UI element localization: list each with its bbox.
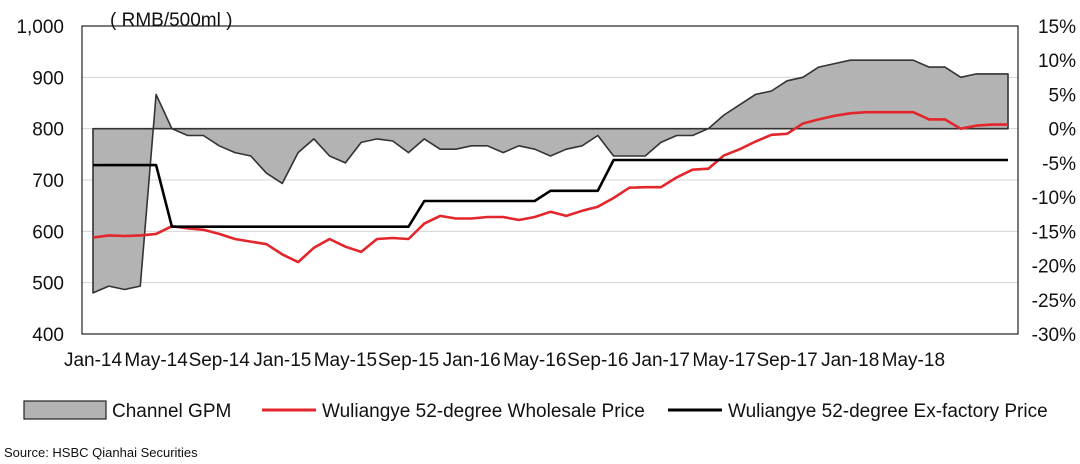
legend-label-wholesale: Wuliangye 52-degree Wholesale Price xyxy=(322,401,645,422)
x-axis-tick-label: May-14 xyxy=(124,350,188,371)
legend-label-ex-factory: Wuliangye 52-degree Ex-factory Price xyxy=(728,401,1048,422)
x-axis-tick-label: Jan-14 xyxy=(64,350,123,371)
price-lines-layer xyxy=(92,110,1008,264)
left-axis-ticks: 1,000 900 800 700 600 500 400 xyxy=(16,17,64,346)
x-axis-tick-label: Sep-15 xyxy=(378,350,439,371)
right-axis-tick-label: -10% xyxy=(1032,188,1076,209)
wholesale-price-line xyxy=(92,110,1008,264)
x-axis-ticks: Jan-14 May-14 Sep-14 Jan-15 May-15 Sep-15 Jan-… xyxy=(64,350,945,371)
right-axis-ticks: 15% 10% 5% 0% -5% -10% -15% -20% -25% -30% xyxy=(1032,17,1076,346)
right-axis-tick-label: -25% xyxy=(1032,291,1076,312)
right-axis-tick-label: -20% xyxy=(1032,257,1076,278)
x-axis-tick-label: Jan-15 xyxy=(253,350,311,371)
left-axis-tick-label: 800 xyxy=(32,120,64,141)
x-axis-tick-label: Jan-18 xyxy=(821,350,879,371)
left-axis-tick-label: 900 xyxy=(32,68,64,89)
ex-factory-price-line xyxy=(92,158,1008,228)
right-axis-tick-label: -15% xyxy=(1032,222,1076,243)
right-axis-tick-label: -5% xyxy=(1042,154,1076,175)
channel-gpm-area xyxy=(92,59,1009,294)
x-axis-tick-label: Sep-16 xyxy=(567,350,628,371)
left-axis-tick-label: 1,000 xyxy=(16,17,64,38)
unit-label: ( RMB/500ml ) xyxy=(110,10,232,31)
x-axis-tick-label: Sep-14 xyxy=(189,350,251,371)
plot-area-frame xyxy=(81,25,1019,335)
left-axis-tick-label: 500 xyxy=(32,274,64,295)
x-axis-tick-label: Jan-17 xyxy=(632,350,690,371)
x-axis-tick-label: May-17 xyxy=(692,350,755,371)
x-axis-tick-label: Sep-17 xyxy=(756,350,817,371)
legend: Channel GPM Wuliangye 52-degree Wholesale… xyxy=(23,400,1048,422)
legend-label-channel-gpm: Channel GPM xyxy=(112,401,231,422)
right-axis-tick-label: -30% xyxy=(1032,325,1076,346)
x-axis-tick-label: Jan-16 xyxy=(443,350,501,371)
left-axis-tick-label: 400 xyxy=(32,325,64,346)
channel-gpm-area-layer xyxy=(92,59,1009,294)
right-axis-tick-label: 10% xyxy=(1038,51,1076,72)
left-axis-tick-label: 600 xyxy=(32,222,64,243)
right-axis-tick-label: 0% xyxy=(1049,120,1077,141)
right-axis-tick-label: 5% xyxy=(1049,85,1077,106)
right-axis-tick-label: 15% xyxy=(1038,17,1076,38)
legend-swatch-channel-gpm xyxy=(23,400,107,420)
x-axis-tick-label: May-15 xyxy=(314,350,377,371)
x-axis-tick-label: May-18 xyxy=(882,350,945,371)
x-axis-tick-label: May-16 xyxy=(503,350,566,371)
source-note: Source: HSBC Qianhai Securities xyxy=(4,445,198,460)
left-axis-tick-label: 700 xyxy=(32,171,64,192)
